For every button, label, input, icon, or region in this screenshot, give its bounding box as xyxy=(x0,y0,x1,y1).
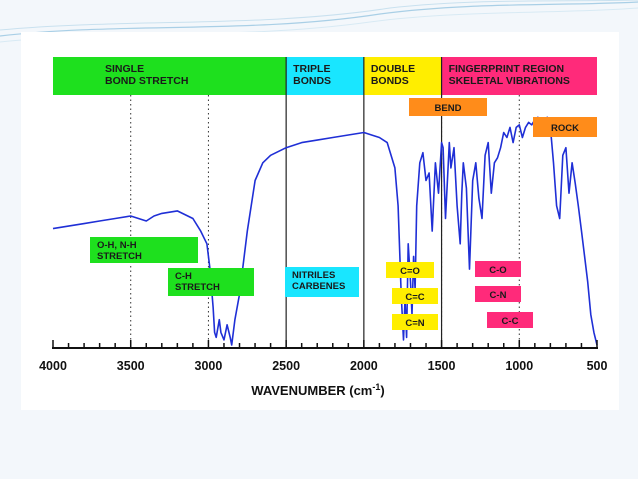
region-label-double-bonds: DOUBLE BONDS xyxy=(371,63,415,87)
annotation-box-oh-nh-stretch xyxy=(90,237,198,263)
x-tick-label: 2500 xyxy=(272,359,300,373)
x-axis-title-main: WAVENUMBER (cm xyxy=(251,383,372,398)
region-label-double-bonds-line: BONDS xyxy=(371,75,409,87)
region-label-triple-bonds-line: TRIPLE xyxy=(293,63,330,75)
region-label-fingerprint-line: SKELETAL VIBRATIONS xyxy=(449,75,570,87)
annotation-box-c-c-single xyxy=(487,312,533,328)
annotation-label-nitriles-carbenes-line: NITRILES xyxy=(292,270,335,281)
region-label-triple-bonds-line: BONDS xyxy=(293,75,331,87)
x-axis: 4000 3500 3000 2500 2000 1500 1000 500 WAVENUMBE… xyxy=(39,340,607,398)
region-label-double-bonds-line: DOUBLE xyxy=(371,63,415,75)
annotation-box-ch-stretch xyxy=(168,268,254,296)
annotation-label-c-c-double-line: C=C xyxy=(405,292,424,303)
spectrum-trace-group xyxy=(52,116,598,346)
x-axis-title-close: ) xyxy=(380,383,384,398)
x-axis-title-superscript: -1 xyxy=(372,382,380,392)
annotation-box-c-o-single xyxy=(475,261,521,277)
region-band-fingerprint xyxy=(441,57,597,95)
region-label-single-bond-line: BOND STRETCH xyxy=(105,75,188,87)
region-label-single-bond: SINGLE BOND STRETCH xyxy=(105,63,188,87)
region-band-double-bonds xyxy=(363,57,442,95)
annotation-label-bend-line: BEND xyxy=(435,103,462,114)
annotation-label-c-o-double-line: C=O xyxy=(400,266,420,277)
annotation-box-c-n-double xyxy=(392,314,438,330)
annotation-label-c-o-single-line: C-O xyxy=(489,265,506,276)
annotation-label-c-n-single-line: C-N xyxy=(490,290,507,301)
region-label-triple-bonds: TRIPLE BONDS xyxy=(293,63,331,87)
x-tick-label: 4000 xyxy=(39,359,67,373)
annotation-label-bend: BEND xyxy=(435,103,462,114)
x-tick-label: 500 xyxy=(587,359,608,373)
annotation-box-c-o-double xyxy=(386,262,434,278)
x-tick-label: 1000 xyxy=(505,359,533,373)
annotation-label-oh-nh-stretch-line: O-H, N-H xyxy=(97,240,137,251)
region-band-triple-bonds xyxy=(286,57,364,95)
annotation-label-nitriles-carbenes-line: CARBENES xyxy=(292,281,345,292)
region-label-fingerprint: FINGERPRINT REGION SKELETAL VIBRATIONS xyxy=(449,63,570,87)
annotation-label-nitriles-carbenes: NITRILES CARBENES xyxy=(292,270,345,292)
annotation-label-c-n-double-line: C=N xyxy=(405,318,424,329)
annotation-box-bend xyxy=(409,98,487,116)
spectrum-trace xyxy=(52,116,598,346)
annotation-label-oh-nh-stretch: O-H, N-H STRETCH xyxy=(97,240,142,262)
annotation-label-c-o-single: C-O xyxy=(489,265,506,276)
region-label-fingerprint-line: FINGERPRINT REGION xyxy=(449,63,565,75)
region-label-single-bond-line: SINGLE xyxy=(105,63,144,75)
annotation-label-c-c-single-line: C-C xyxy=(502,316,519,327)
annotation-box-nitriles-carbenes xyxy=(285,267,359,297)
x-tick-label: 3000 xyxy=(195,359,223,373)
x-tick-label: 1500 xyxy=(428,359,456,373)
annotation-box-rock xyxy=(533,117,597,137)
x-tick-label: 2000 xyxy=(350,359,378,373)
annotation-box-c-n-single xyxy=(475,286,521,302)
annotation-label-ch-stretch: C-H STRETCH xyxy=(175,271,220,293)
x-tick-label: 3500 xyxy=(117,359,145,373)
annotation-label-c-c-single: C-C xyxy=(502,316,519,327)
annotation-label-c-c-double: C=C xyxy=(405,292,424,303)
region-band-single-bond xyxy=(53,57,287,95)
annotation-label-ch-stretch-line: C-H xyxy=(175,271,192,282)
annotation-label-c-n-double: C=N xyxy=(405,318,424,329)
annotation-label-c-n-single: C-N xyxy=(490,290,507,301)
annotation-label-c-o-double: C=O xyxy=(400,266,420,277)
annotation-label-rock: ROCK xyxy=(551,123,579,134)
annotation-label-ch-stretch-line: STRETCH xyxy=(175,282,220,293)
annotation-label-rock-line: ROCK xyxy=(551,123,579,134)
annotation-label-oh-nh-stretch-line: STRETCH xyxy=(97,251,142,262)
annotation-box-c-c-double xyxy=(392,288,438,304)
x-axis-title: WAVENUMBER (cm-1) xyxy=(251,382,384,398)
